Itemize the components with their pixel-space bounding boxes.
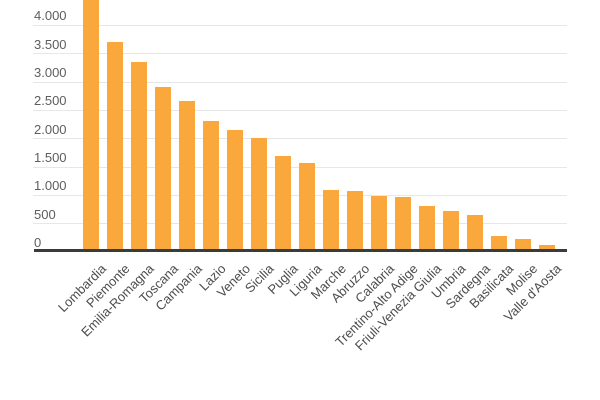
y-axis-tick-label: 0: [34, 235, 42, 250]
bar-liguria: [299, 163, 315, 252]
bar-veneto: [227, 129, 243, 252]
y-axis-tick-label: 3.500: [34, 36, 67, 52]
y-axis-tick-label: 4.000: [34, 8, 67, 24]
bar-toscana: [155, 87, 171, 252]
bar-puglia: [275, 155, 291, 252]
bar-abruzzo: [347, 190, 363, 252]
bar-valle-d-aosta: [539, 244, 555, 252]
bar-piemonte: [107, 42, 123, 252]
bar-friuli-venezia-giulia: [419, 205, 435, 252]
bar-marche: [323, 190, 339, 252]
gridline-2000: [33, 138, 567, 140]
y-axis-tick-label: 1.000: [34, 178, 67, 194]
bar-molise: [515, 238, 531, 252]
y-axis-tick-label: 500: [34, 206, 56, 222]
bar-trentino-alto-adige: [395, 197, 411, 252]
y-axis-tick-label: 2.000: [34, 121, 67, 137]
bar-sicilia: [251, 137, 267, 252]
bar-lombardia: [83, 0, 99, 252]
bar-umbria: [443, 211, 459, 252]
bar-calabria: [371, 196, 387, 252]
gridline-4000: [33, 24, 567, 26]
y-axis-tick-label: 3.000: [34, 65, 67, 80]
y-axis-tick-label: 2.500: [34, 93, 67, 109]
bar-emilia-romagna: [131, 62, 147, 252]
bar-campania: [179, 100, 195, 252]
bar-basilicata: [491, 236, 507, 252]
bar-lazio: [203, 120, 219, 252]
gridline-3500: [33, 53, 567, 55]
x-axis-line: [34, 249, 567, 252]
gridline-2500: [33, 109, 567, 111]
gridline-3000: [33, 81, 567, 83]
y-axis-tick-label: 1.500: [34, 150, 67, 165]
bar-sardegna: [467, 215, 483, 252]
